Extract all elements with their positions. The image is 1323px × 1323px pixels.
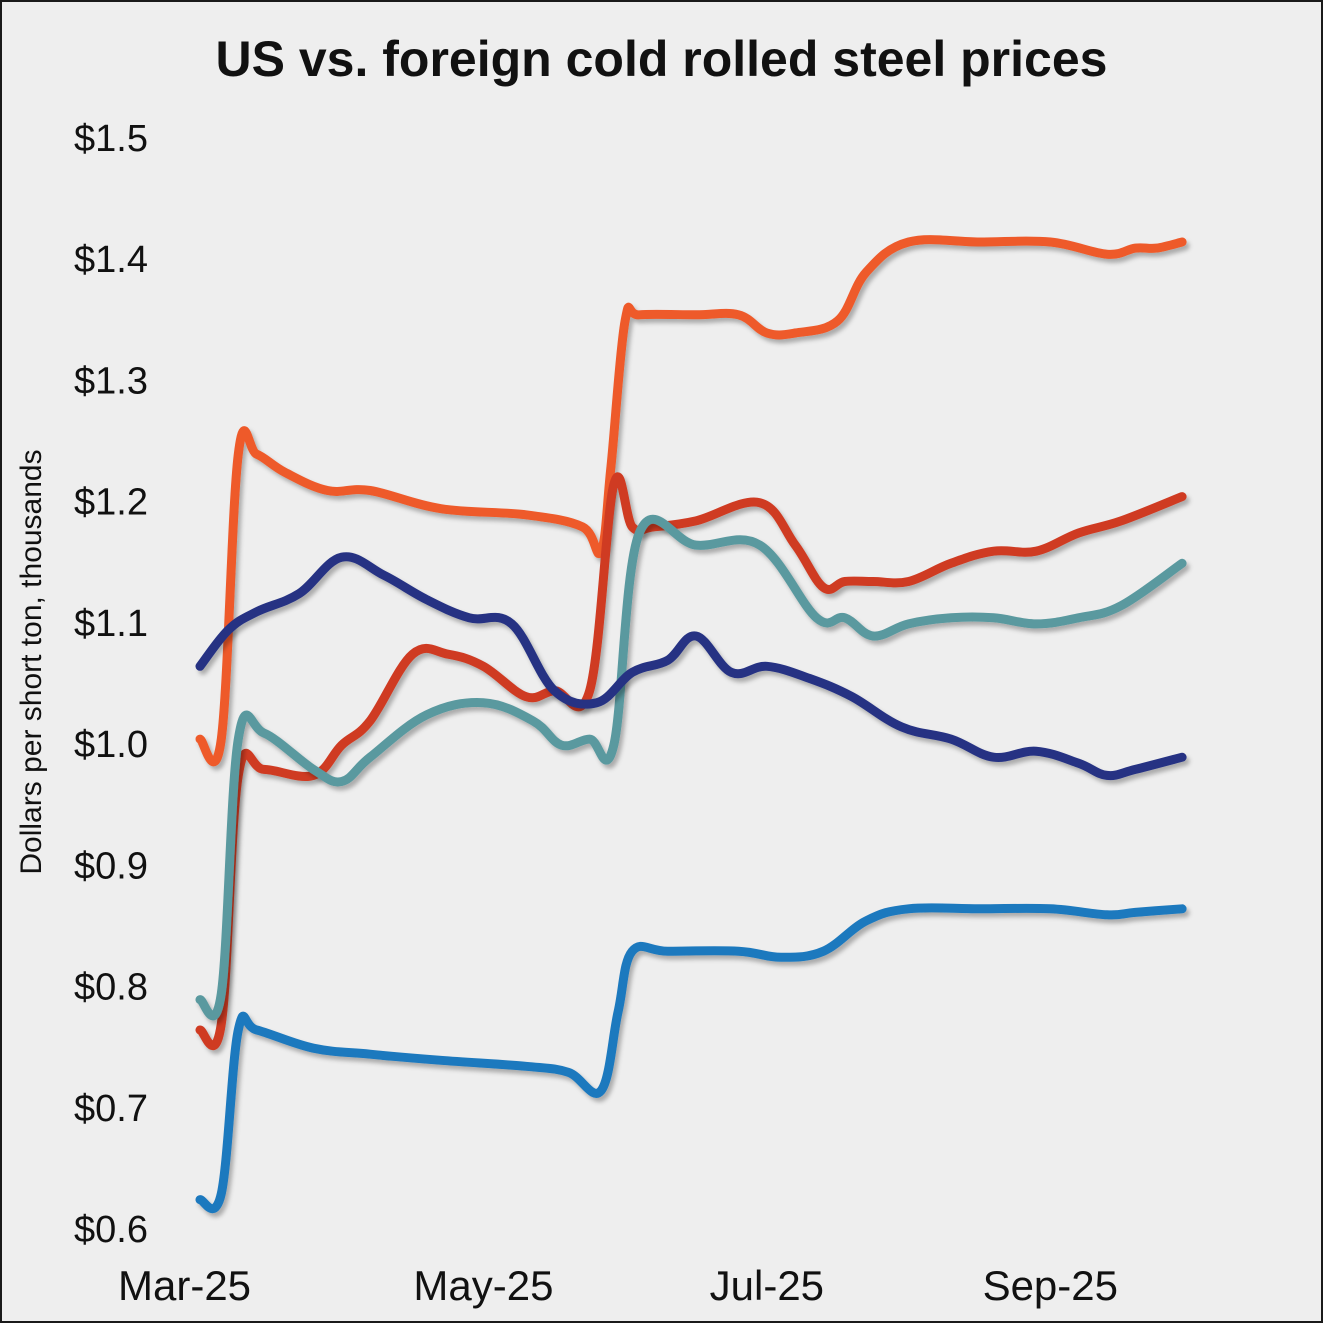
series-line-orange [195, 235, 1187, 767]
y-tick-label: $0.7 [74, 1088, 148, 1130]
y-tick-label: $1.2 [74, 482, 148, 524]
x-tick-label: Sep-25 [983, 1262, 1118, 1309]
y-tick-label: $1.3 [74, 360, 148, 402]
x-tick-label: Jul-25 [710, 1262, 824, 1309]
y-tick-label: $0.6 [74, 1209, 148, 1251]
y-tick-label: $1.1 [74, 603, 148, 645]
y-tick-label: $1.4 [74, 239, 148, 281]
y-tick-label: $0.9 [74, 845, 148, 887]
series-layer [195, 235, 1187, 1214]
chart-title: US vs. foreign cold rolled steel prices [215, 31, 1108, 87]
y-tick-label: $0.8 [74, 967, 148, 1009]
y-axis-ticks: $0.6 $0.7 $0.8 $0.9 $1.0 $1.1 $1.2 $1.3 $1.4 $1.5 [74, 118, 148, 1251]
series-line-teal [195, 514, 1187, 1021]
x-tick-label: May-25 [413, 1262, 553, 1309]
series-line-red [195, 472, 1187, 1051]
x-tick-label: Mar-25 [118, 1262, 251, 1309]
y-tick-label: $1.0 [74, 724, 148, 766]
series-line-navy [195, 552, 1187, 781]
series-line-blue [195, 903, 1187, 1214]
y-tick-label: $1.5 [74, 118, 148, 160]
x-axis-ticks: Mar-25 May-25 Jul-25 Sep-25 [118, 1262, 1118, 1309]
